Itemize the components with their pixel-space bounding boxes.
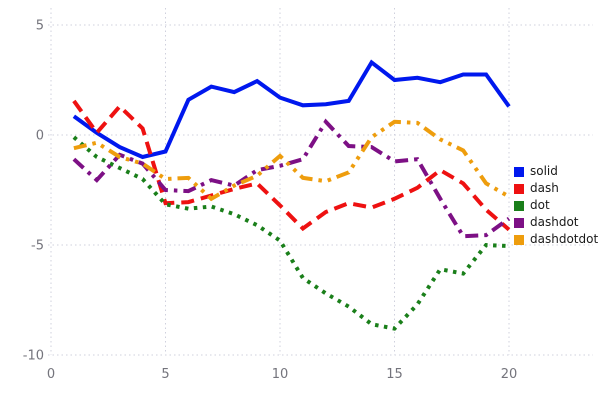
x-tick-label: 10 [272,367,289,382]
series-line-dot [72,135,510,331]
legend-item-solid: solid [514,163,598,180]
legend-label-dash: dash [530,181,559,195]
x-tick-label: 5 [161,367,169,382]
legend-swatch-dashdotdot-icon [514,234,524,245]
y-tick-label: -10 [23,349,44,364]
legend-item-dashdot: dashdot [514,214,598,231]
legend-item-dashdotdot: dashdotdot [514,231,598,248]
legend: solid dash dot dashdot dashdotdot [514,163,598,248]
legend-label-solid: solid [530,164,558,178]
legend-swatch-dashdot-icon [514,217,524,228]
legend-swatch-dash-icon [514,183,524,194]
x-tick-label: 15 [386,367,403,382]
legend-label-dot: dot [530,198,550,212]
y-tick-label: 5 [36,19,44,34]
y-tick-label: -5 [31,239,44,254]
series-line-solid [72,59,511,160]
x-tick-label: 0 [47,367,55,382]
x-tick-label: 20 [501,367,518,382]
legend-label-dashdot: dashdot [530,215,579,229]
y-tick-label: 0 [36,129,44,144]
legend-swatch-solid-icon [514,166,524,177]
series-line-dashdotdot [73,119,510,202]
legend-item-dot: dot [514,197,598,214]
legend-item-dash: dash [514,180,598,197]
series-line-dash [72,99,511,232]
legend-label-dashdotdot: dashdotdot [530,232,599,246]
legend-swatch-dot-icon [514,200,524,211]
